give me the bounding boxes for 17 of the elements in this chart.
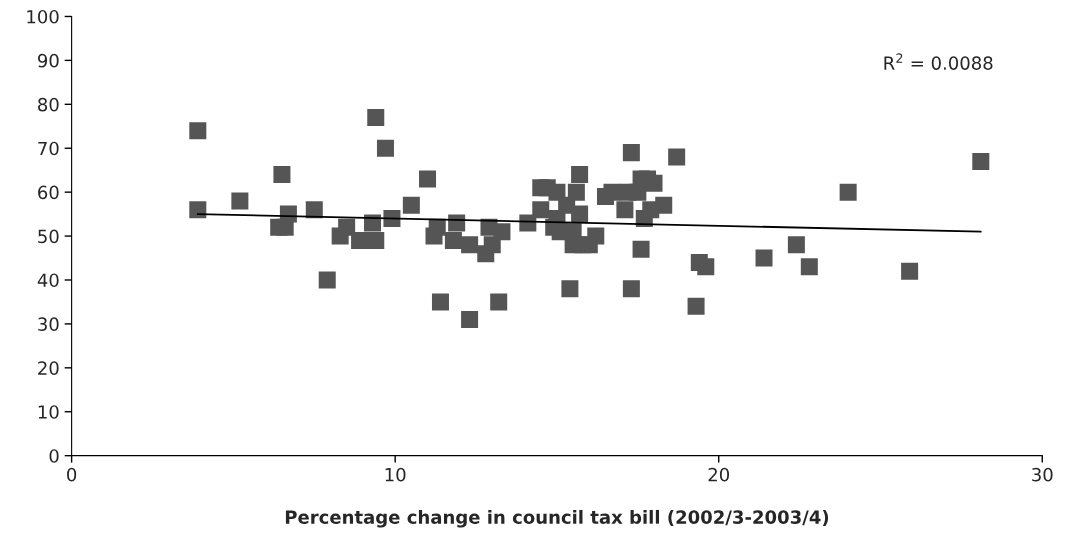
- x-axis-title: Percentage change in council tax bill (2002/3-2003/4): [285, 509, 829, 528]
- x-tick-label: 0: [67, 467, 77, 482]
- y-tick-label: 90: [37, 53, 59, 68]
- x-tick-label: 20: [708, 467, 730, 482]
- y-tick-label: 50: [38, 229, 59, 244]
- y-tick-label: 30: [38, 317, 59, 332]
- y-tick-label: 0: [49, 449, 59, 463]
- y-tick-label: 70: [38, 141, 59, 156]
- x-tick-label: 30: [1032, 467, 1053, 482]
- y-tick-label: 80: [38, 97, 59, 112]
- y-tick-label: 60: [38, 185, 59, 200]
- y-tick-label: 20: [38, 361, 59, 375]
- annotation: R$^{2}$ = 0.0088: [884, 53, 993, 70]
- y-tick-label: 10: [38, 405, 59, 419]
- y-tick-label: 100: [27, 9, 59, 24]
- y-tick-label: 40: [37, 273, 59, 288]
- x-tick-label: 10: [385, 467, 406, 482]
